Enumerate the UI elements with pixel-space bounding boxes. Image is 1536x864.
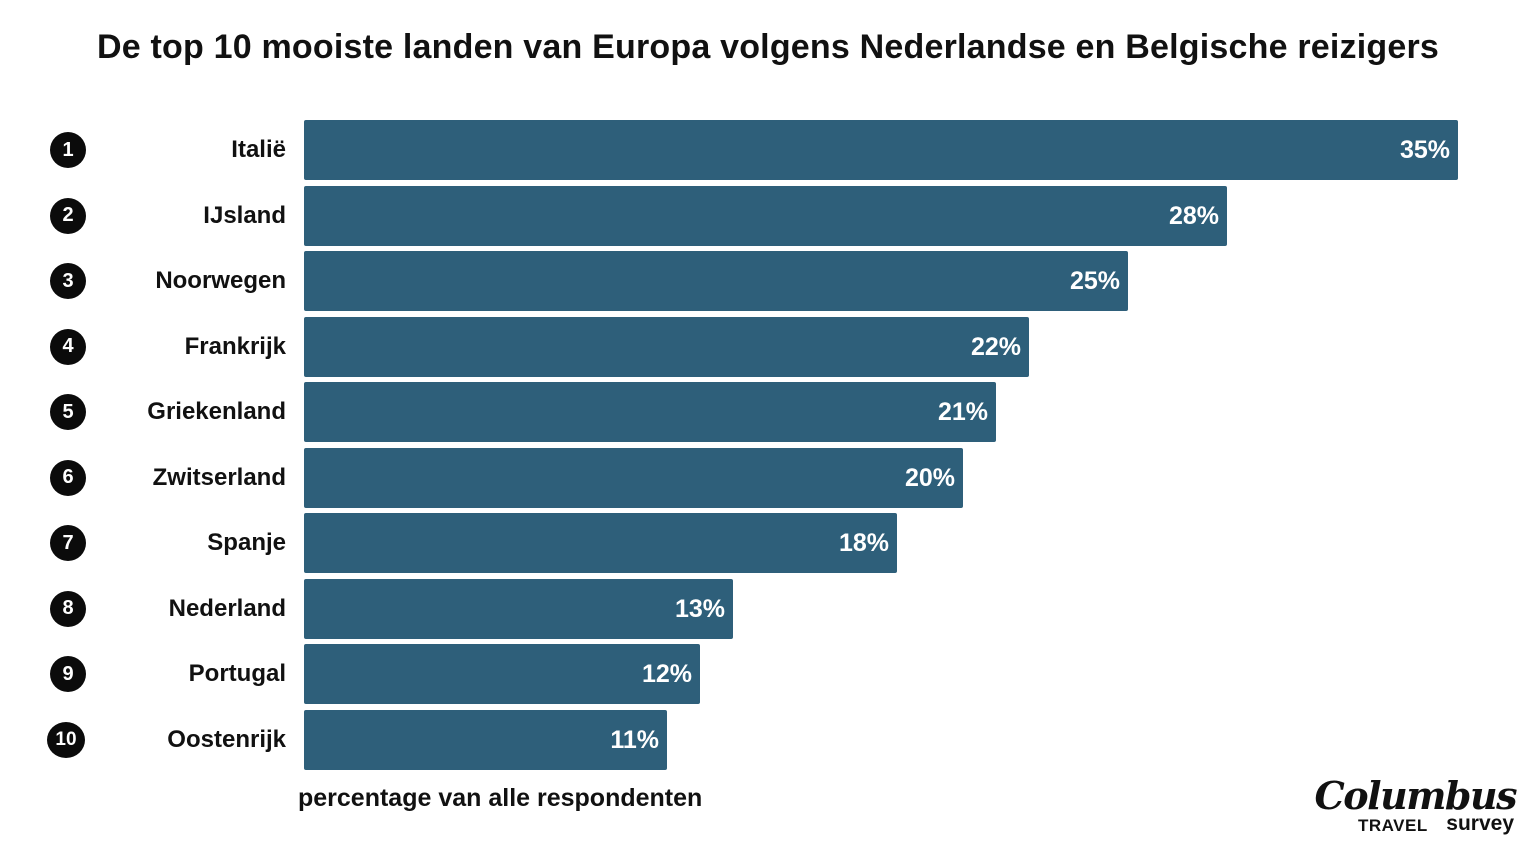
bar xyxy=(304,447,963,508)
category-label: Oostenrijk xyxy=(167,725,286,753)
category-label: IJsland xyxy=(203,201,286,229)
bar xyxy=(304,120,1458,180)
rank-badge: 8 xyxy=(50,590,86,627)
bar xyxy=(304,316,1029,377)
bar xyxy=(304,513,897,573)
x-axis-label: percentage van alle respondenten xyxy=(298,784,703,812)
bar-value-label: 35% xyxy=(1399,136,1450,164)
category-label: Zwitserland xyxy=(152,463,286,491)
logo-wordmark: Columbus xyxy=(1314,773,1518,818)
rank-badge: 3 xyxy=(50,263,86,299)
bar-value-label: 22% xyxy=(970,332,1021,361)
rank-badge: 4 xyxy=(50,328,86,365)
category-label: Nederland xyxy=(168,594,286,622)
category-label: Spanje xyxy=(207,529,286,556)
bar-value-label: 13% xyxy=(674,594,725,623)
rank-badge: 7 xyxy=(50,525,86,561)
rank-badge: 1 xyxy=(50,132,86,168)
bar-value-label: 12% xyxy=(641,660,692,688)
columbus-logo: Columbus TRAVEL survey xyxy=(1315,776,1518,840)
chart-title: De top 10 mooiste landen van Europa volg… xyxy=(97,28,1439,66)
bar-value-label: 28% xyxy=(1168,201,1219,230)
category-label: Portugal xyxy=(188,660,286,687)
bar xyxy=(304,578,733,639)
logo-travel-text: TRAVEL xyxy=(1358,816,1428,835)
logo-survey-text: survey xyxy=(1446,812,1514,835)
rank-badge: 6 xyxy=(50,459,86,496)
bar-value-label: 11% xyxy=(610,725,659,754)
bar xyxy=(304,185,1227,246)
rank-badge: 2 xyxy=(50,197,86,234)
bar-value-label: 18% xyxy=(838,529,889,557)
category-label: Italië xyxy=(231,136,286,163)
category-label: Frankrijk xyxy=(184,332,286,360)
bar-value-label: 25% xyxy=(1069,267,1120,295)
rank-badge: 9 xyxy=(50,656,86,692)
category-label: Griekenland xyxy=(147,398,286,425)
bar-value-label: 20% xyxy=(904,463,955,492)
category-label: Noorwegen xyxy=(155,267,286,294)
bar xyxy=(304,382,996,442)
bar xyxy=(304,644,700,704)
rank-badge: 5 xyxy=(50,394,86,430)
rank-badge: 10 xyxy=(47,721,85,758)
bar-value-label: 21% xyxy=(937,398,988,426)
bar xyxy=(304,709,667,770)
bar xyxy=(304,251,1128,311)
